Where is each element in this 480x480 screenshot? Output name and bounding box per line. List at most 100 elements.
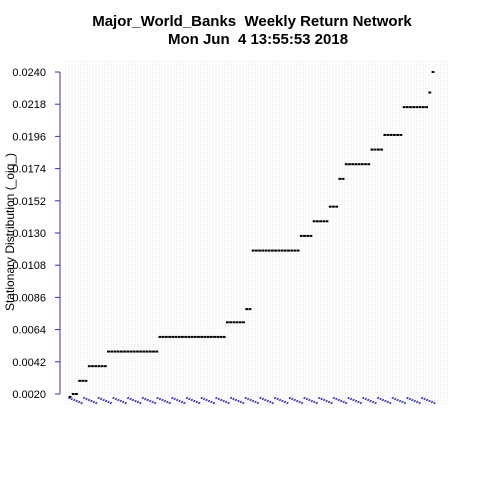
node-label-mark	[136, 400, 140, 404]
data-point	[193, 335, 197, 338]
node-label-mark	[80, 401, 83, 405]
node-label-mark	[222, 399, 226, 403]
data-point	[152, 350, 155, 353]
data-point	[328, 205, 332, 208]
grid	[65, 60, 448, 406]
node-label-mark	[180, 400, 184, 404]
data-point	[351, 163, 355, 166]
node-label-mark	[396, 398, 399, 402]
node-label-mark	[224, 400, 228, 404]
node-label-mark	[256, 401, 260, 405]
y-tick-label: 0.0064	[12, 325, 46, 337]
data-point	[296, 249, 300, 252]
node-label-mark	[305, 397, 309, 401]
node-label-mark	[114, 397, 118, 401]
node-label-mark	[94, 401, 98, 405]
data-point	[87, 365, 91, 368]
data-point	[290, 249, 294, 252]
node-label-mark	[219, 398, 223, 402]
node-label-mark	[146, 398, 150, 402]
node-label-mark	[290, 397, 294, 401]
data-point	[91, 365, 94, 368]
node-label-mark	[344, 401, 348, 405]
data-point	[274, 249, 277, 252]
data-point	[287, 249, 290, 252]
data-point	[168, 335, 171, 338]
data-point	[94, 365, 98, 368]
data-point	[177, 335, 181, 338]
node-label-band	[68, 396, 436, 405]
data-point	[389, 133, 393, 136]
data-point	[155, 350, 159, 353]
data-point	[78, 379, 82, 382]
data-point	[245, 308, 249, 311]
data-point	[412, 106, 416, 109]
node-label-mark	[359, 401, 363, 405]
data-point	[364, 163, 367, 166]
node-label-mark	[366, 398, 370, 402]
node-label-mark	[207, 399, 211, 403]
node-label-mark	[188, 397, 191, 401]
data-point	[81, 379, 85, 382]
data-point	[386, 133, 390, 136]
data-point	[367, 163, 371, 166]
node-label-mark	[430, 400, 434, 404]
data-point	[267, 249, 271, 252]
data-point	[222, 335, 226, 338]
node-label-mark	[72, 398, 76, 402]
node-label-mark	[183, 401, 186, 405]
data-point	[315, 220, 319, 223]
data-point	[409, 106, 412, 109]
node-label-mark	[308, 398, 311, 402]
data-point	[116, 350, 120, 353]
y-tick-label: 0.0174	[12, 164, 46, 176]
data-point	[312, 220, 316, 223]
node-label-mark	[349, 397, 353, 401]
node-label-mark	[347, 396, 350, 400]
data-point	[418, 106, 422, 109]
data-point	[164, 335, 168, 338]
node-label-mark	[278, 398, 282, 402]
y-tick-label: 0.0196	[12, 131, 46, 143]
node-label-mark	[143, 397, 147, 401]
node-label-mark	[327, 400, 331, 404]
data-point	[319, 220, 322, 223]
data-point	[136, 350, 139, 353]
data-point	[187, 335, 191, 338]
node-label-mark	[90, 399, 93, 403]
data-point	[344, 163, 348, 166]
data-point	[184, 335, 188, 338]
node-label-mark	[264, 398, 267, 402]
data-point	[309, 234, 313, 237]
node-label-mark	[75, 399, 79, 403]
data-point	[181, 335, 184, 338]
data-point	[283, 249, 287, 252]
data-point	[75, 393, 78, 395]
data-point	[219, 335, 223, 338]
node-label-mark	[163, 399, 167, 403]
node-label-mark	[139, 401, 142, 405]
node-label-mark	[386, 400, 390, 404]
node-label-mark	[259, 396, 262, 400]
node-label-mark	[271, 401, 275, 405]
data-point	[393, 133, 396, 136]
data-point	[139, 350, 143, 353]
node-label-mark	[415, 400, 419, 404]
node-label-mark	[178, 399, 181, 403]
node-label-mark	[185, 396, 189, 400]
node-label-mark	[298, 400, 301, 404]
data-point	[242, 321, 245, 324]
y-tick-label: 0.0218	[12, 99, 46, 111]
node-label-mark	[320, 397, 324, 401]
node-label-mark	[335, 397, 338, 401]
node-label-mark	[433, 401, 436, 405]
data-point	[216, 335, 220, 338]
node-label-mark	[148, 399, 152, 403]
node-label-mark	[364, 397, 368, 401]
node-label-mark	[156, 396, 159, 400]
node-label-mark	[131, 398, 135, 402]
node-label-mark	[109, 401, 113, 405]
data-point	[376, 148, 380, 151]
node-label-mark	[192, 399, 196, 403]
data-point	[123, 350, 127, 353]
